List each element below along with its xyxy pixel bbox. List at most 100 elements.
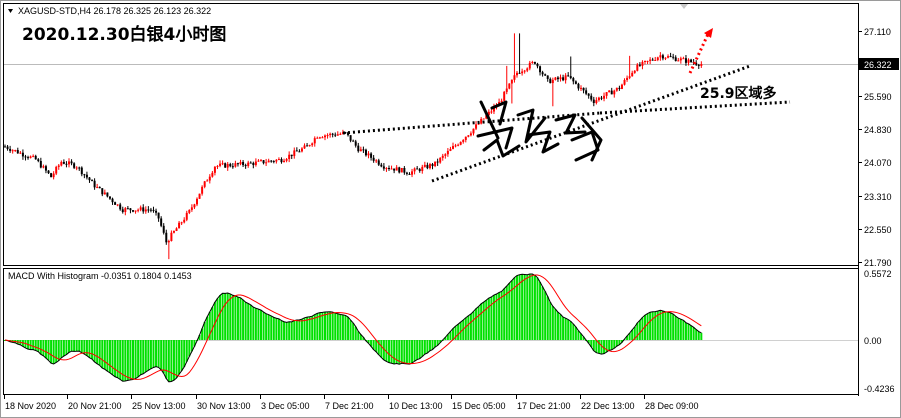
candle-body bbox=[157, 212, 160, 219]
y-tick-label: 24.830 bbox=[864, 125, 892, 135]
candle-body bbox=[160, 218, 163, 226]
histogram-bar bbox=[569, 321, 572, 340]
candle-body bbox=[14, 150, 17, 152]
candle-body bbox=[44, 166, 47, 171]
histogram-bar bbox=[382, 340, 385, 360]
histogram-bar bbox=[513, 277, 516, 340]
histogram-bar bbox=[375, 340, 378, 352]
histogram-bar bbox=[431, 340, 434, 350]
dropdown-arrow-icon[interactable] bbox=[8, 9, 13, 13]
histogram-bar bbox=[316, 313, 319, 340]
histogram-bar bbox=[219, 295, 222, 340]
candle-body bbox=[32, 155, 35, 157]
histogram-bar bbox=[413, 340, 416, 362]
histogram-bar bbox=[272, 317, 275, 340]
histogram-bar bbox=[172, 340, 175, 381]
candle-body bbox=[697, 64, 700, 66]
x-tick-label: 30 Nov 13:00 bbox=[197, 401, 251, 411]
candle-body bbox=[9, 148, 12, 151]
histogram-bar bbox=[126, 340, 129, 381]
histogram-bar bbox=[646, 313, 649, 340]
candle-body bbox=[408, 173, 411, 175]
candle-body bbox=[454, 145, 457, 147]
x-tick-label: 3 Dec 05:00 bbox=[261, 401, 310, 411]
histogram-bar bbox=[549, 302, 552, 340]
candle-body bbox=[510, 79, 513, 84]
histogram-bar bbox=[149, 340, 152, 369]
candle-body bbox=[441, 155, 444, 158]
histogram-bar bbox=[103, 340, 106, 370]
candle-body bbox=[162, 225, 165, 233]
x-tick-label: 25 Nov 13:00 bbox=[132, 401, 186, 411]
candle-body bbox=[257, 160, 260, 162]
candle-body bbox=[492, 106, 495, 112]
candle-body bbox=[321, 137, 324, 139]
candle-body bbox=[487, 111, 490, 116]
histogram-bar bbox=[485, 300, 488, 340]
candle-body bbox=[633, 70, 636, 73]
histogram-bar bbox=[462, 320, 465, 340]
candle-body bbox=[608, 90, 611, 93]
candle-body bbox=[129, 208, 132, 211]
histogram-bar bbox=[452, 328, 454, 340]
candle-body bbox=[452, 146, 454, 149]
histogram-bar bbox=[533, 275, 536, 340]
histogram-bar bbox=[615, 340, 618, 347]
histogram-bar bbox=[626, 335, 629, 340]
histogram-bar bbox=[247, 303, 250, 340]
up-arrow-icon bbox=[704, 28, 713, 38]
candle-body bbox=[526, 68, 529, 71]
histogram-bar bbox=[695, 329, 698, 340]
histogram-bar bbox=[541, 286, 544, 340]
candle-body bbox=[597, 97, 600, 101]
histogram-bar bbox=[495, 294, 498, 340]
candle-body bbox=[134, 210, 137, 212]
histogram-bar bbox=[347, 317, 350, 340]
candle-body bbox=[446, 150, 449, 155]
candle-body bbox=[152, 209, 155, 211]
histogram-bar bbox=[300, 319, 303, 340]
histogram-bar bbox=[88, 340, 91, 358]
candle-body bbox=[377, 160, 380, 165]
candle-body bbox=[472, 128, 475, 134]
candle-body bbox=[436, 161, 439, 163]
x-tick-label: 7 Dec 21:00 bbox=[325, 401, 374, 411]
candle-body bbox=[42, 166, 45, 168]
candle-body bbox=[367, 153, 370, 156]
histogram-bar bbox=[106, 340, 109, 372]
histogram-bar bbox=[29, 340, 32, 350]
histogram-bar bbox=[692, 327, 695, 340]
candle-body bbox=[201, 186, 204, 194]
candle-body bbox=[564, 75, 567, 81]
candle-body bbox=[306, 145, 309, 147]
histogram-bar bbox=[152, 340, 155, 368]
candle-body bbox=[267, 160, 270, 163]
histogram-bar bbox=[590, 340, 593, 347]
candle-body bbox=[183, 219, 186, 223]
candle-body bbox=[641, 61, 644, 66]
candle-body bbox=[206, 180, 209, 182]
candle-body bbox=[572, 78, 575, 82]
histogram-bar bbox=[480, 303, 483, 340]
candle-body bbox=[603, 95, 606, 99]
histogram-bar bbox=[50, 340, 53, 364]
candle-body bbox=[272, 161, 275, 163]
resistance-trendline-ext bbox=[599, 100, 791, 115]
candle-body bbox=[213, 166, 216, 173]
candle-body bbox=[326, 135, 329, 137]
candle-body bbox=[24, 156, 27, 158]
shift-marker-icon[interactable] bbox=[680, 4, 688, 9]
candle-body bbox=[208, 176, 211, 181]
histogram-bar bbox=[656, 311, 659, 340]
histogram-bar bbox=[285, 322, 288, 340]
candle-body bbox=[659, 55, 662, 58]
histogram-bar bbox=[73, 340, 76, 352]
histogram-bar bbox=[44, 340, 47, 359]
candle-body bbox=[687, 59, 690, 63]
candle-body bbox=[234, 163, 237, 167]
candle-body bbox=[574, 81, 577, 84]
candle-body bbox=[357, 145, 360, 152]
histogram-bar bbox=[267, 314, 270, 340]
histogram-bar bbox=[295, 320, 298, 340]
candle-body bbox=[549, 78, 552, 84]
